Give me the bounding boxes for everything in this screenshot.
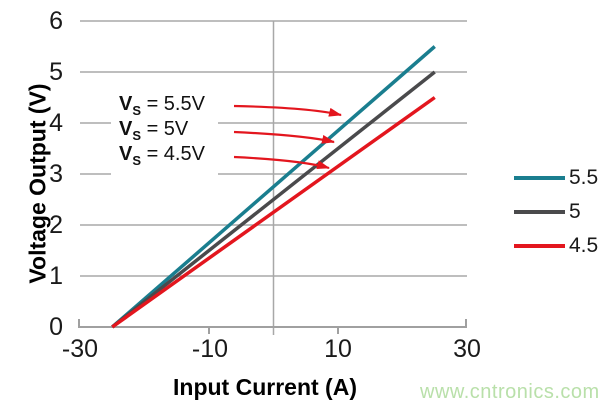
legend-line-swatch	[514, 244, 565, 248]
y-tick-label-2: 2	[49, 211, 63, 239]
annotation-vs-4-5: VS = 4.5V	[119, 142, 218, 167]
legend-item-5-5: 5.5	[514, 161, 598, 195]
annotation-v: V	[119, 118, 133, 140]
legend-label: 5.5	[569, 166, 599, 189]
watermark-text: www.cntronics.com	[420, 381, 600, 403]
annotation-value: = 5V	[141, 118, 189, 140]
legend-item-5: 5	[514, 195, 598, 229]
series-line-5	[111, 70, 436, 329]
annotation-arrow	[233, 155, 330, 170]
legend-line-swatch	[514, 210, 565, 214]
y-tick-label-6: 6	[49, 7, 63, 35]
x-tick-label-neg10: -10	[191, 335, 229, 363]
y-axis-title: Voltage Output (V)	[24, 83, 51, 284]
x-tick-label-10: 10	[324, 335, 352, 363]
annotation-arrow	[233, 104, 342, 117]
legend-item-4-5: 4.5	[514, 229, 598, 263]
annotation-sub: S	[132, 128, 142, 143]
legend: 5.5 5 4.5	[514, 161, 598, 263]
y-tick-label-3: 3	[49, 160, 63, 188]
legend-line-swatch	[514, 176, 565, 180]
annotation-vs-5-5: VS = 5.5V	[119, 92, 218, 117]
annotation-value: = 4.5V	[141, 143, 205, 165]
series-line-4.5	[111, 96, 436, 329]
legend-label: 5	[569, 200, 581, 223]
y-tick-label-5: 5	[49, 58, 63, 86]
x-tick-label-30: 30	[453, 335, 481, 363]
series-annotations: VS = 5.5V VS = 5V VS = 4.5V	[111, 92, 218, 178]
legend-label: 4.5	[569, 234, 599, 257]
annotation-sub: S	[132, 103, 142, 118]
y-tick-label-1: 1	[49, 262, 63, 290]
annotation-sub: S	[132, 153, 142, 168]
series-line-5.5	[111, 45, 436, 329]
annotation-v: V	[119, 93, 133, 115]
y-tick-label-4: 4	[49, 109, 63, 137]
y-tick-label-0: 0	[49, 313, 63, 341]
annotation-value: = 5.5V	[141, 93, 205, 115]
annotation-vs-5: VS = 5V	[119, 117, 218, 142]
annotation-v: V	[119, 143, 133, 165]
annotation-arrow	[233, 130, 335, 144]
x-tick-label-neg30: -30	[61, 335, 99, 363]
x-axis-title: Input Current (A)	[173, 374, 357, 400]
